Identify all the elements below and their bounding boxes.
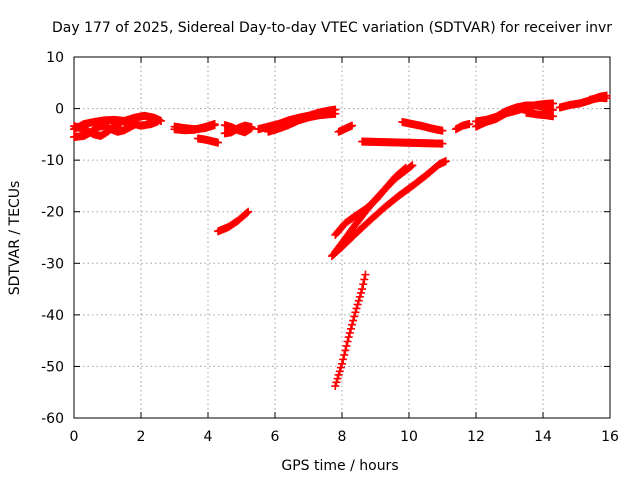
data-series (70, 120, 125, 140)
data-point (331, 109, 340, 118)
data-series (472, 101, 558, 126)
x-tick-label: 4 (204, 429, 213, 445)
data-point (438, 139, 447, 148)
y-tick-label: -60 (41, 411, 64, 427)
data-point (333, 374, 342, 383)
data-point (360, 275, 369, 284)
data-point (346, 324, 355, 333)
data-series (220, 121, 256, 138)
y-tick-label: -20 (41, 205, 64, 221)
x-tick-label: 14 (534, 429, 552, 445)
data-series (358, 137, 447, 148)
axis-ticks: 0 2 4 6 8 10 12 14 16 10 0 -10 -20 -30 -40 -50 -60 (41, 50, 619, 445)
data-point (465, 120, 474, 129)
data-point (361, 270, 370, 279)
chart-title: Day 177 of 2025, Sidereal Day-to-day VTE… (52, 20, 612, 36)
x-tick-label: 0 (70, 429, 79, 445)
y-tick-label: 0 (55, 102, 64, 118)
data-series (170, 120, 219, 135)
data-series (522, 108, 558, 121)
x-tick-label: 8 (338, 429, 347, 445)
data-point (331, 382, 340, 391)
data-points (70, 91, 611, 391)
data-series (327, 157, 450, 261)
data-point (441, 157, 450, 166)
x-tick-label: 6 (271, 429, 280, 445)
data-point (354, 296, 363, 305)
x-tick-label: 2 (137, 429, 146, 445)
x-tick-label: 16 (601, 429, 619, 445)
data-point (549, 112, 558, 121)
data-point (340, 350, 349, 359)
data-point (348, 121, 357, 130)
data-point (349, 316, 358, 325)
data-point (344, 333, 353, 342)
y-tick-label: -30 (41, 256, 64, 272)
data-point (335, 367, 344, 376)
data-series (214, 207, 253, 236)
y-tick-label: 10 (46, 50, 64, 66)
data-point (359, 280, 368, 289)
y-tick-label: -50 (41, 359, 64, 375)
data-point (408, 161, 417, 170)
data-series (334, 121, 357, 136)
data-point (332, 378, 341, 387)
data-point (352, 304, 361, 313)
data-point (338, 359, 346, 368)
data-point (350, 312, 359, 321)
data-point (243, 208, 252, 217)
data-point (214, 138, 223, 147)
x-tick-label: 12 (467, 429, 485, 445)
data-point (247, 123, 256, 132)
data-series (120, 117, 162, 130)
data-point (342, 341, 351, 350)
data-point (549, 99, 558, 108)
data-point (358, 285, 367, 294)
data-series (193, 134, 223, 147)
data-series (398, 117, 447, 135)
data-point (602, 94, 611, 103)
data-point (353, 300, 362, 309)
data-point (210, 120, 219, 129)
data-series (264, 109, 340, 136)
data-series (585, 93, 611, 104)
data-point (336, 363, 345, 372)
data-point (339, 355, 348, 364)
data-point (343, 337, 352, 346)
data-point (244, 207, 253, 216)
data-point (334, 370, 343, 379)
data-point (356, 288, 365, 297)
x-axis-title: GPS time / hours (281, 458, 398, 474)
data-point (341, 346, 350, 355)
data-point (153, 117, 162, 126)
data-point (351, 308, 360, 317)
data-point (355, 292, 364, 301)
y-axis-title: SDTVAR / TECUs (7, 181, 23, 296)
data-series (331, 270, 370, 391)
data-point (407, 162, 416, 171)
data-point (348, 320, 357, 329)
x-tick-label: 10 (400, 429, 418, 445)
y-tick-label: -10 (41, 153, 64, 169)
y-tick-label: -40 (41, 308, 64, 324)
data-point (345, 328, 354, 337)
data-series (451, 120, 474, 134)
data-point (438, 126, 447, 135)
